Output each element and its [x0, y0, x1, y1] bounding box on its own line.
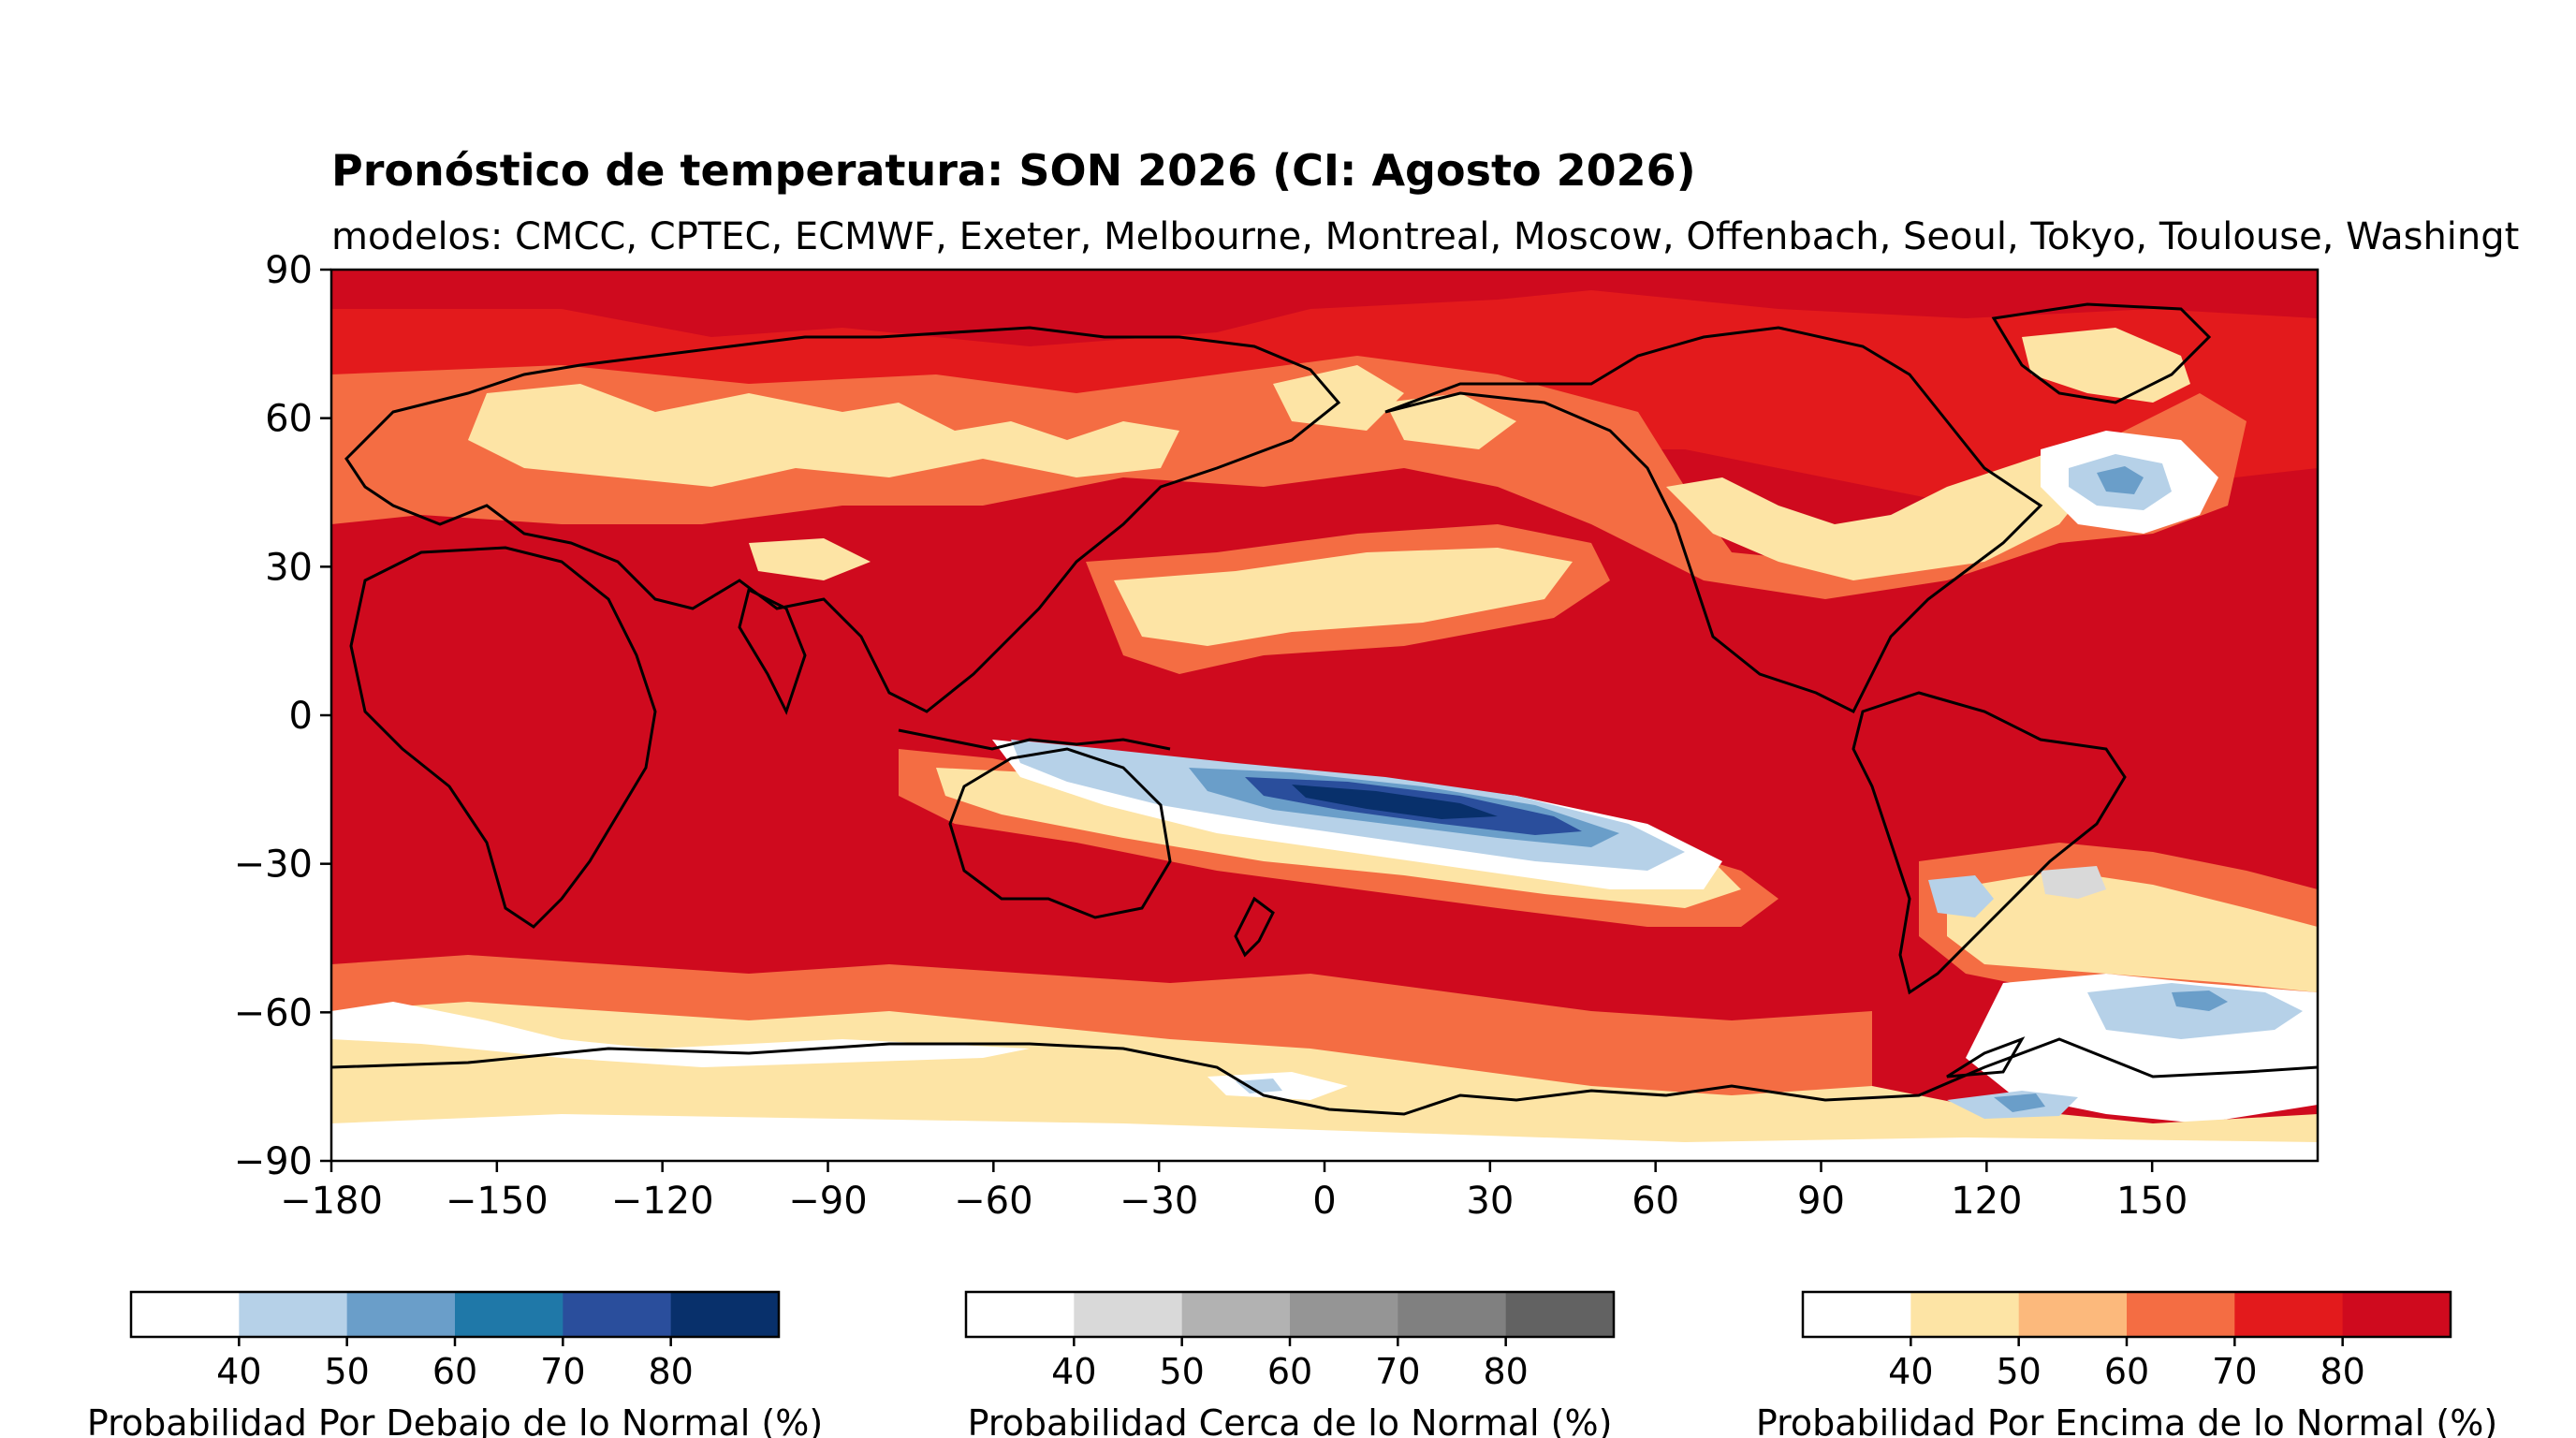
field-white-southern — [331, 1002, 1030, 1067]
colorbar-0: 40 50 60 70 80 Probabilidad Por Debajo de lo … — [87, 1290, 823, 1438]
lon-tick-label: 0 — [1312, 1180, 1336, 1223]
lat-tick-label: 90 — [265, 249, 313, 292]
colorbar-segment — [2127, 1292, 2235, 1337]
colorbar-tick-label: 70 — [2212, 1351, 2257, 1392]
colorbar-label: Probabilidad Cerca de lo Normal (%) — [968, 1402, 1613, 1438]
field-white-southern-2 — [331, 1114, 2318, 1161]
colorbar-tick-label: 40 — [1888, 1351, 1933, 1392]
field-below-80-spacific — [1292, 785, 1498, 819]
figure-title: Pronóstico de temperatura: SON 2026 (CI:… — [331, 145, 1696, 196]
colorbar-segment — [670, 1292, 780, 1337]
colorbar-segment — [1398, 1292, 1507, 1337]
field-above-50-greenland — [2022, 328, 2190, 403]
field-above-50-eurasia-2 — [1273, 365, 1404, 431]
colorbar-segment — [1074, 1292, 1183, 1337]
lon-tick-label: −90 — [788, 1180, 867, 1223]
lat-tick-label: −30 — [234, 844, 313, 887]
lon-tick-label: 30 — [1466, 1180, 1514, 1223]
colorbar-segment — [239, 1292, 348, 1337]
field-near-50-argentina — [2041, 866, 2106, 899]
colorbar-tick-label: 50 — [324, 1351, 369, 1392]
lat-tick-label: −60 — [234, 991, 313, 1034]
colorbar-2: 40 50 60 70 80 Probabilidad Por Encima de lo … — [1756, 1290, 2497, 1438]
lon-tick-label: −120 — [611, 1180, 714, 1223]
map-fields — [331, 270, 2318, 1161]
colorbar-tick-label: 50 — [1159, 1351, 1204, 1392]
coast-newzealand — [1234, 896, 1275, 958]
coast-namerica — [1384, 326, 2043, 714]
field-below-50-argentina — [1928, 875, 1994, 917]
colorbar-tick-label: 60 — [432, 1351, 477, 1392]
colorbar-tick-label: 70 — [540, 1351, 585, 1392]
lat-tick-label: −90 — [234, 1140, 313, 1183]
lon-tick-label: 90 — [1797, 1180, 1845, 1223]
lat-tick-label: 60 — [265, 398, 313, 441]
lat-axis: 90 60 30 0 −30 −60 −90 — [234, 249, 331, 1183]
lon-tick-label: −150 — [446, 1180, 549, 1223]
colorbar-segment — [563, 1292, 672, 1337]
colorbar-tick-label: 80 — [1483, 1351, 1528, 1392]
coast-antarctic-pen — [1946, 1036, 2026, 1078]
colorbar-segment — [1910, 1292, 2020, 1337]
colorbar-segment — [1290, 1292, 1398, 1337]
field-above-50-small — [749, 538, 871, 580]
coast-australia — [948, 747, 1172, 919]
colorbar-label: Probabilidad Por Debajo de lo Normal (%) — [87, 1402, 823, 1438]
colorbar-segment — [346, 1292, 456, 1337]
field-above-50-satlantic — [1947, 871, 2318, 992]
colorbar-label: Probabilidad Por Encima de lo Normal (%) — [1756, 1402, 2497, 1438]
colorbar-segment — [455, 1292, 564, 1337]
field-below-60-satlantic — [2172, 990, 2228, 1011]
colorbar-tick-label: 80 — [2320, 1351, 2364, 1392]
coast-africa — [349, 546, 657, 929]
lon-axis: −180 −150 −120 −90 −60 −30 0 30 60 90 120 150 — [280, 1161, 2188, 1223]
lon-tick-label: 60 — [1632, 1180, 1679, 1223]
coast-india — [738, 587, 807, 715]
colorbar-tick-label: 50 — [1996, 1351, 2041, 1392]
colorbar-segment — [1803, 1292, 1911, 1337]
coast-indonesia — [898, 728, 1171, 751]
lon-tick-label: 120 — [1951, 1180, 2022, 1223]
field-below-50-satlantic — [2087, 983, 2303, 1039]
colorbar-segment — [1181, 1292, 1291, 1337]
colorbar-segment — [2342, 1292, 2452, 1337]
coastlines — [331, 302, 2318, 1116]
colorbar-tick-label: 40 — [1051, 1351, 1096, 1392]
colorbar-tick-label: 80 — [648, 1351, 693, 1392]
colorbar-tick-label: 40 — [216, 1351, 261, 1392]
field-above-50-npacific — [1114, 548, 1573, 646]
lon-tick-label: −30 — [1120, 1180, 1198, 1223]
colorbar-1: 40 50 60 70 80 Probabilidad Cerca de lo Norma… — [964, 1290, 1616, 1438]
colorbar-segment — [131, 1292, 240, 1337]
field-below-60-natlantic — [2097, 466, 2144, 494]
lon-tick-label: 150 — [2116, 1180, 2188, 1223]
coast-greenland — [1991, 302, 2212, 404]
coast-eurasia — [344, 326, 1341, 713]
colorbar-segment — [1505, 1292, 1615, 1337]
colorbar-tick-label: 70 — [1375, 1351, 1420, 1392]
lat-tick-label: 0 — [289, 695, 313, 738]
colorbar-segment — [2234, 1292, 2344, 1337]
colorbar-tick-label: 60 — [1267, 1351, 1312, 1392]
colorbar-segment — [2018, 1292, 2128, 1337]
field-above-50-nameast — [1385, 393, 1516, 449]
lon-tick-label: −180 — [280, 1180, 383, 1223]
lat-tick-label: 30 — [265, 546, 313, 589]
lon-tick-label: −60 — [954, 1180, 1032, 1223]
colorbars: 40 50 60 70 80 Probabilidad Por Debajo de lo … — [87, 1290, 2497, 1438]
field-above-50-eurasia — [468, 384, 1179, 487]
colorbar-segment — [966, 1292, 1075, 1337]
colorbar-tick-label: 60 — [2104, 1351, 2149, 1392]
field-below-50-ross — [1236, 1078, 1282, 1093]
field-above-50-namerica — [1666, 449, 2097, 580]
coast-antarctica — [331, 1037, 2318, 1116]
field-below-60-antarctic — [1994, 1093, 2045, 1112]
figure-subtitle: modelos: CMCC, CPTEC, ECMWF, Exeter, Mel… — [331, 215, 2520, 258]
coast-samerica — [1852, 691, 2127, 995]
